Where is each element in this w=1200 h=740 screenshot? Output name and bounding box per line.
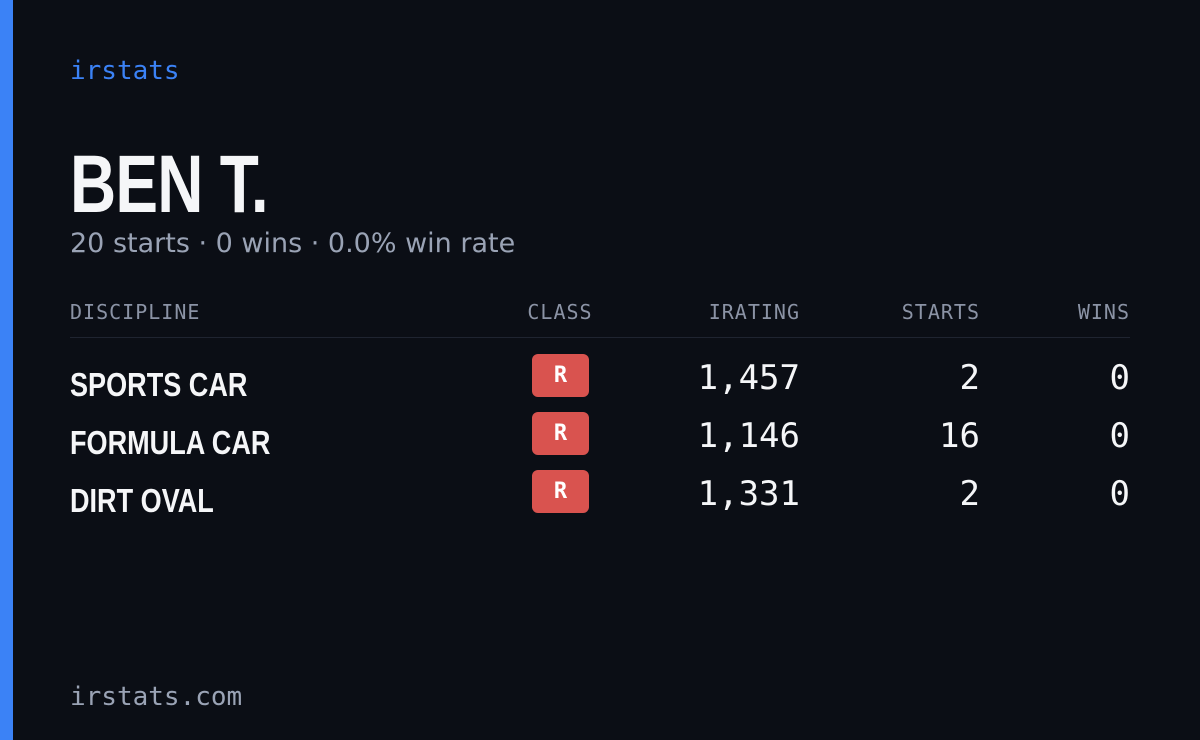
divider: [70, 337, 1130, 338]
footer-url: irstats.com: [70, 682, 243, 712]
column-header: DISCIPLINE: [70, 300, 201, 324]
class-badge: R: [532, 412, 589, 455]
class-badge: R: [532, 354, 589, 397]
column-header: WINS: [1077, 300, 1130, 324]
starts: 2: [959, 358, 980, 398]
column-header: STARTS: [901, 300, 980, 324]
discipline: DIRT OVAL: [70, 482, 214, 519]
irating: 1,457: [697, 358, 800, 398]
player-name: BEN T.: [70, 139, 269, 230]
summary: 20 starts · 0 wins · 0.0% win rate: [70, 228, 516, 259]
starts: 2: [959, 474, 980, 514]
brand: irstats: [70, 56, 180, 86]
discipline: SPORTS CAR: [70, 366, 248, 403]
wins: 0: [1109, 416, 1130, 456]
accent-stripe: [0, 0, 13, 740]
wins: 0: [1109, 474, 1130, 514]
column-header: IRATING: [708, 300, 800, 324]
class-badge: R: [532, 470, 589, 513]
column-header: CLASS: [527, 300, 593, 324]
starts: 16: [939, 416, 980, 456]
discipline: FORMULA CAR: [70, 424, 271, 461]
irating: 1,146: [697, 416, 800, 456]
wins: 0: [1109, 358, 1130, 398]
irating: 1,331: [697, 474, 800, 514]
